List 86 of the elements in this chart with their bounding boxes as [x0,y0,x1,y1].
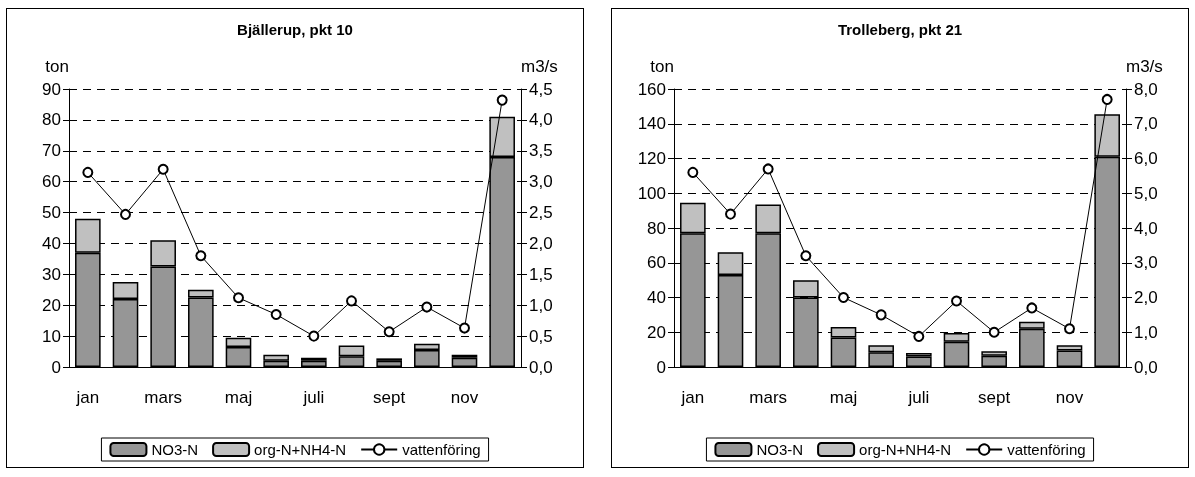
point [725,208,736,220]
y2-tick-label: 5,0 [1134,183,1158,203]
y2-tick-label: 3,5 [529,141,553,161]
x-tick-label: maj [224,388,253,407]
y2-tick-label: 7,0 [1134,114,1158,134]
x-tick-label: mars [749,388,788,407]
y2-tick-label: 4,0 [1134,218,1158,238]
x-tick-label: nov [450,388,479,407]
legend-label: org-N+NH4-N [254,441,347,458]
chart-title: Bjällerup, pkt 10 [237,21,353,38]
y2-tick-label: 2,0 [1134,288,1158,307]
x-tick-label: maj [829,388,858,407]
y-tick-label: 50 [42,203,61,223]
point [875,309,887,321]
point [687,166,699,178]
x-tick-label: sept [978,388,1011,407]
y-tick-label: 40 [42,233,61,253]
y-tick-label: 40 [647,288,666,307]
x-tick-label: juli [907,388,930,407]
point [951,295,962,307]
y-tick-label: 30 [42,264,61,284]
point [762,163,774,175]
y-tick-label: 60 [42,172,61,192]
point [1101,93,1113,105]
point [838,292,849,303]
point [1064,323,1075,335]
legend-label: vattenföring [1007,441,1086,458]
point [800,250,812,262]
y2-tick-label: 4,5 [529,79,553,99]
y2-tick-label: 4,0 [529,110,553,130]
y2-tick-label: 8,0 [1134,79,1158,99]
legend-label: NO3-N [756,441,804,458]
point [1026,302,1038,314]
x-tick-label: jan [680,388,705,407]
y-axis-title: ton [650,57,674,76]
point [988,326,1000,338]
legend-label: org-N+NH4-N [859,441,952,458]
y-tick-label: 70 [42,141,61,161]
point [120,208,131,220]
x-tick-label: mars [144,388,183,407]
point [233,292,244,304]
y2-tick-label: 1,0 [529,295,553,315]
x-tick-label: sept [373,388,406,407]
legend-label: NO3-N [151,441,199,458]
chart-title: Trolleberg, pkt 21 [837,21,963,38]
y-tick-label: 100 [637,183,666,203]
point [82,166,94,178]
y-tick-label: 90 [42,79,61,99]
y-tick-label: 10 [42,326,61,346]
y2-axis-title: m3/s [521,57,558,76]
point [421,301,433,313]
point [459,322,470,334]
y2-tick-label: 3,0 [529,172,553,192]
y2-tick-label: 0,5 [529,326,553,346]
y2-tick-label: 6,0 [1134,149,1158,168]
y-tick-label: 20 [647,322,666,342]
y2-tick-label: 2,0 [529,233,553,253]
y-tick-label: 80 [647,218,666,238]
x-tick-label: juli [302,388,325,407]
point [496,94,508,106]
point [383,326,395,338]
y-tick-label: 160 [637,79,666,99]
point [346,295,357,307]
y2-tick-label: 0,0 [529,357,553,377]
legend-label: vattenföring [402,441,481,458]
y-tick-label: 80 [42,110,61,130]
x-tick-label: nov [1055,388,1084,407]
y-axis-title: ton [45,57,69,76]
y-tick-label: 140 [637,114,666,134]
point [195,250,207,262]
point [913,330,925,342]
y2-tick-label: 1,0 [1134,322,1158,342]
y-tick-label: 20 [42,295,61,315]
y-tick-label: 0 [656,357,666,377]
x-tick-label: jan [75,388,100,407]
y-tick-label: 0 [51,357,61,377]
y2-tick-label: 2,5 [529,203,553,223]
point [270,308,282,320]
y-tick-label: 60 [647,253,666,273]
y2-tick-label: 3,0 [1134,253,1158,273]
y2-tick-label: 1,5 [529,264,553,284]
point [308,330,320,342]
y2-axis-title: m3/s [1126,57,1163,76]
point [157,163,169,175]
y-tick-label: 120 [637,149,666,168]
y2-tick-label: 0,0 [1134,357,1158,377]
